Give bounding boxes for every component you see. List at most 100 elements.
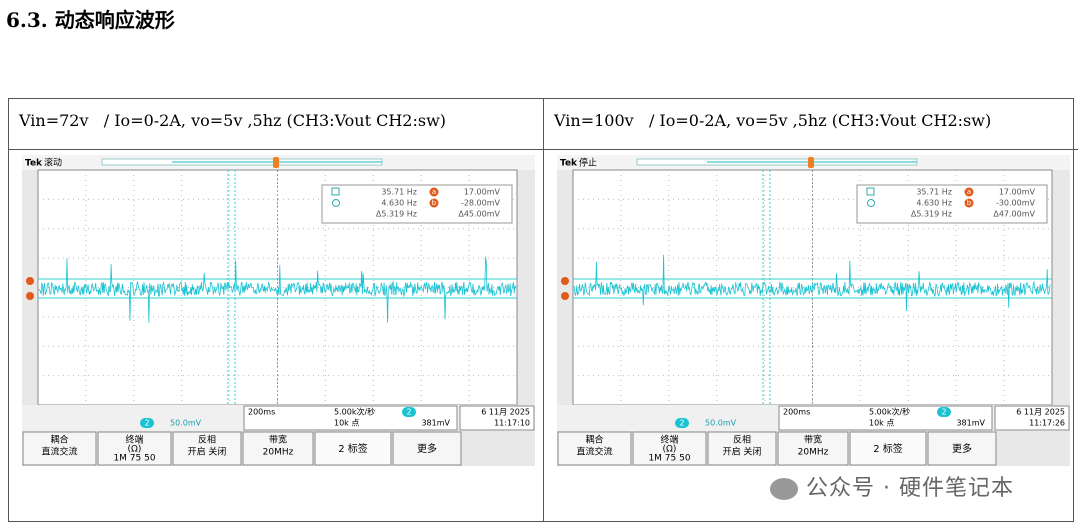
menu-button[interactable] — [707, 431, 777, 466]
readout-marker-label: a — [432, 188, 436, 196]
points: 10k 点 — [869, 419, 894, 428]
button-label: (Ω) — [128, 445, 142, 455]
readout-marker-label: a — [967, 188, 971, 196]
button-label: 1M 75 50 — [113, 454, 155, 464]
trig-badge — [937, 407, 951, 417]
time: 11:17:10 — [494, 419, 530, 428]
trig-badge-label: 2 — [406, 408, 411, 417]
readout-volt: 17.00mV — [464, 188, 501, 197]
date-box — [994, 405, 1070, 431]
panel: Vin=72v / Io=0-2A, vo=5v ,5hz (CH3:Vout … — [9, 99, 543, 521]
readout-freq: 4.630 Hz — [381, 199, 417, 208]
sample-rate: 5.00k次/秒 — [334, 407, 375, 417]
button-label: (Ω) — [663, 445, 677, 455]
cursor-icon — [332, 199, 340, 207]
button-label: 更多 — [417, 442, 437, 455]
readout-volt: -28.00mV — [461, 199, 501, 208]
acq-box — [243, 405, 458, 431]
panel: Vin=100v / Io=0-2A, vo=5v ,5hz (CH3:Vout… — [543, 99, 1078, 521]
waveform — [573, 254, 1051, 311]
button-label: 终端 — [125, 434, 143, 446]
readout-marker — [429, 187, 439, 197]
menu-button[interactable] — [777, 431, 849, 466]
button-label: 反相 — [198, 434, 216, 446]
readout-box — [321, 184, 513, 224]
menu-button[interactable] — [557, 431, 632, 466]
readout-marker-label: b — [967, 199, 972, 207]
readout-freq: Δ5.319 Hz — [911, 210, 952, 219]
watermark-text: 公众号 · 硬件笔记本 — [806, 476, 1014, 501]
button-label: 开启 关闭 — [723, 446, 762, 458]
ch-scale: 50.0mV — [705, 419, 737, 428]
button-label: 更多 — [952, 442, 972, 455]
status: 停止 — [579, 157, 597, 169]
table: Vin=72v / Io=0-2A, vo=5v ,5hz (CH3:Vout … — [8, 98, 1078, 522]
menu-button[interactable] — [22, 431, 97, 466]
date: 6 11月 2025 — [481, 408, 530, 417]
caption: Vin=100v / Io=0-2A, vo=5v ,5hz (CH3:Vout… — [554, 111, 992, 130]
marker-a — [26, 277, 34, 285]
menu-button[interactable] — [242, 431, 314, 466]
trig-badge — [402, 407, 416, 417]
brand: Tek — [25, 159, 43, 169]
readout-marker — [964, 187, 974, 197]
timebase: 200ms — [783, 408, 810, 417]
date: 6 11月 2025 — [1016, 408, 1065, 417]
button-label: 带宽 — [804, 434, 822, 446]
readout-freq: Δ5.319 Hz — [376, 210, 417, 219]
trigger-level: 381mV — [956, 419, 985, 428]
readout-box — [856, 184, 1048, 224]
menu-button[interactable] — [849, 431, 927, 466]
readout-marker — [429, 198, 439, 208]
button-label: 20MHz — [798, 448, 829, 458]
sample-rate: 5.00k次/秒 — [869, 407, 910, 417]
timebase: 200ms — [248, 408, 275, 417]
trig-badge-label: 2 — [941, 408, 946, 417]
ch-badge — [140, 418, 154, 428]
button-label: 终端 — [660, 434, 678, 446]
marker-a — [561, 277, 569, 285]
button-label: 直流交流 — [41, 446, 77, 458]
readout-freq: 35.71 Hz — [381, 188, 417, 197]
readout-freq: 4.630 Hz — [916, 199, 952, 208]
menu-button[interactable] — [97, 431, 172, 466]
menu-button[interactable] — [172, 431, 242, 466]
status: 滚动 — [44, 157, 62, 169]
readout-freq: 35.71 Hz — [916, 188, 952, 197]
points: 10k 点 — [334, 419, 359, 428]
trigger-level: 381mV — [421, 419, 450, 428]
caption: Vin=72v / Io=0-2A, vo=5v ,5hz (CH3:Vout … — [19, 111, 447, 130]
date-box — [459, 405, 535, 431]
waveform — [38, 256, 517, 323]
menu-button[interactable] — [632, 431, 707, 466]
button-label: 2 标签 — [873, 442, 903, 455]
oscilloscope: Tek 滚动 35.71 Hz a 17.00mV 4.630 Hz b -28.00mV Δ5… — [22, 155, 535, 466]
menu-button[interactable] — [927, 431, 997, 466]
readout-volt: 17.00mV — [999, 188, 1036, 197]
time: 11:17:26 — [1029, 419, 1065, 428]
marker-b — [26, 292, 34, 300]
menu-button[interactable] — [314, 431, 392, 466]
readout-marker-label: b — [432, 199, 437, 207]
button-label: 2 标签 — [338, 442, 368, 455]
cursor-icon — [866, 187, 875, 196]
readout-marker — [964, 198, 974, 208]
ch-badge — [675, 418, 689, 428]
acq-box — [778, 405, 993, 431]
readout-volt: -30.00mV — [996, 199, 1036, 208]
button-label: 带宽 — [269, 434, 287, 446]
divider — [9, 149, 543, 150]
ch-badge-label: 2 — [144, 419, 149, 428]
trigger-pos — [273, 157, 279, 168]
trigger-pos — [808, 157, 814, 168]
menu-button[interactable] — [392, 431, 462, 466]
ch-scale: 50.0mV — [170, 419, 202, 428]
oscilloscope: Tek 停止 35.71 Hz a 17.00mV 4.630 Hz b -30.00mV Δ5… — [557, 155, 1070, 466]
readout-volt: Δ47.00mV — [993, 210, 1035, 219]
button-label: 直流交流 — [576, 446, 612, 458]
brand: Tek — [560, 159, 578, 169]
watermark: 公众号 · 硬件笔记本 — [770, 470, 1014, 502]
cursor-icon — [867, 199, 875, 207]
readout-volt: Δ45.00mV — [458, 210, 500, 219]
